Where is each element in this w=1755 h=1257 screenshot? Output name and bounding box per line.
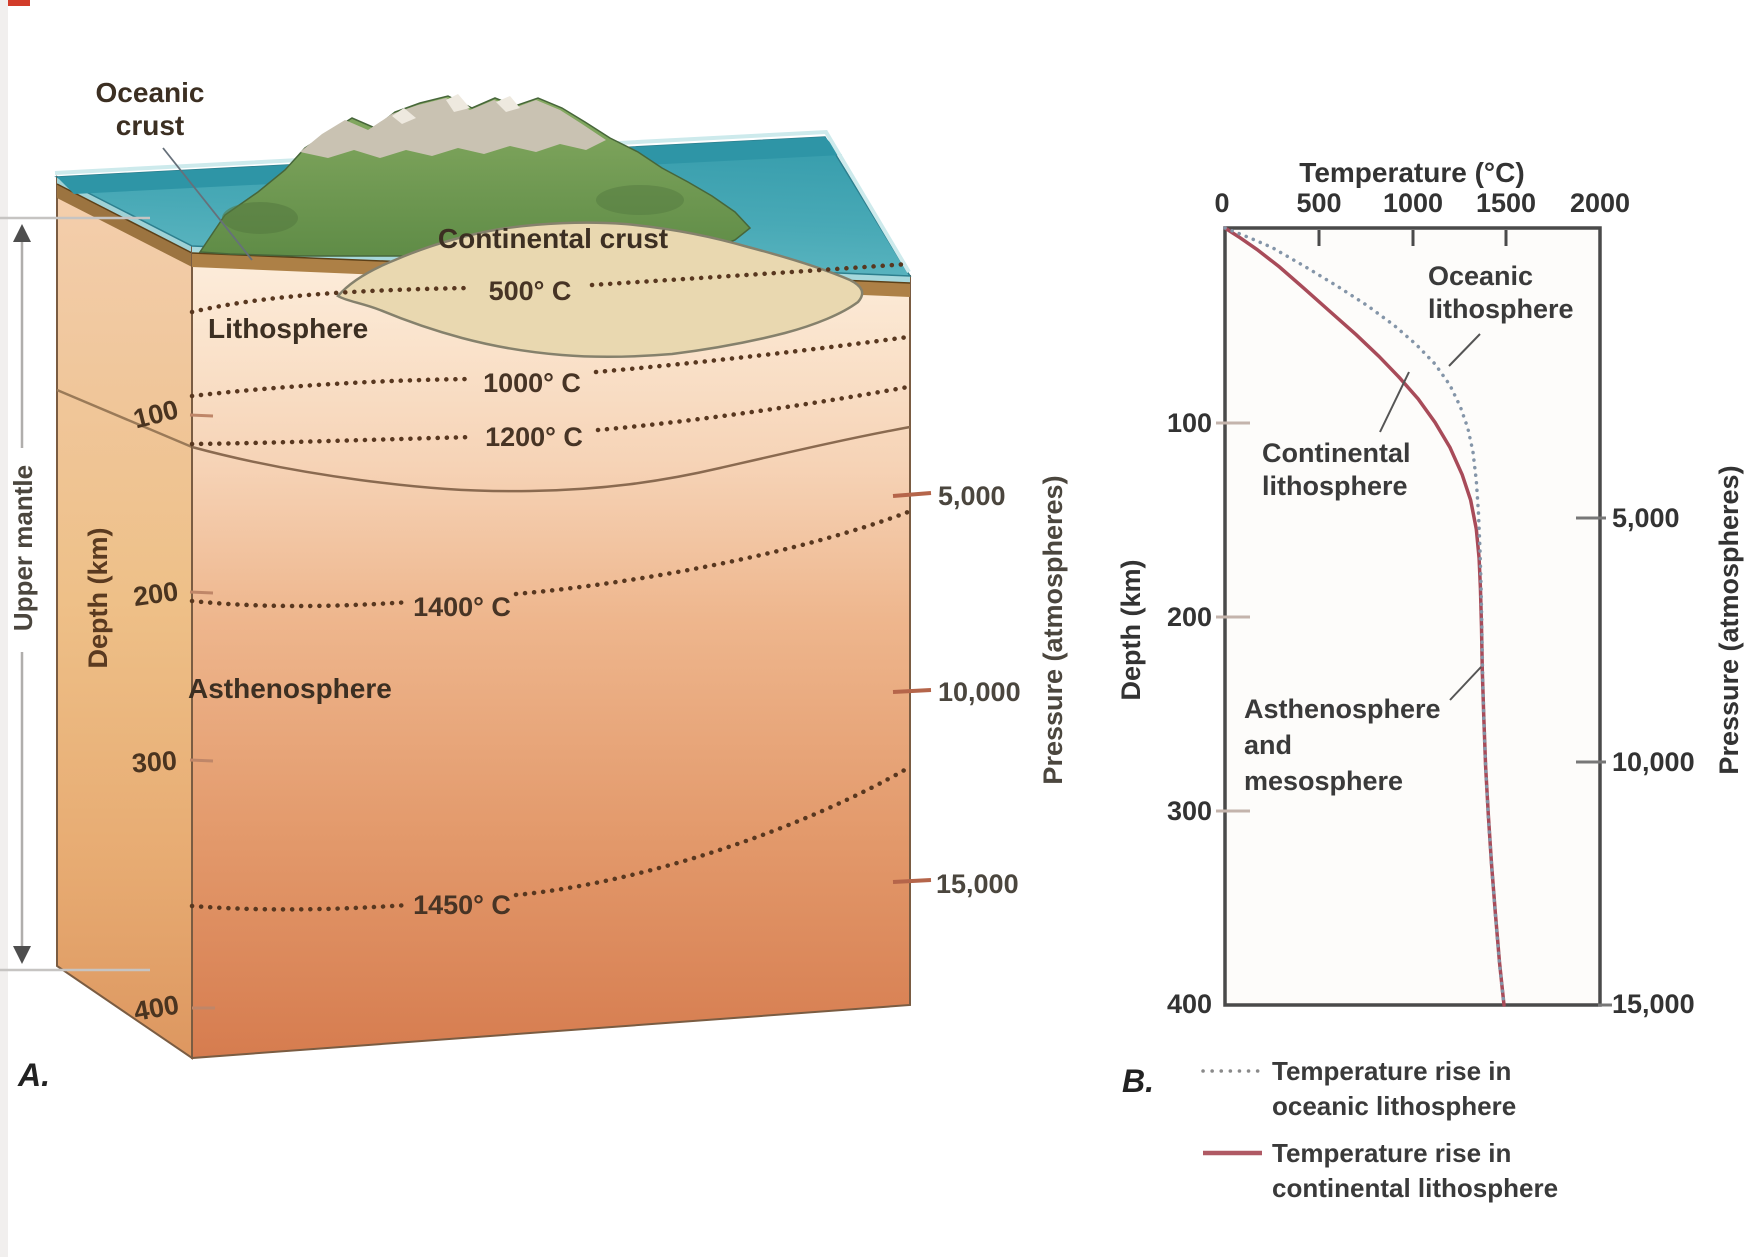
isotherm-lines <box>189 261 911 912</box>
pressure-tick-label-b-10000: 10,000 <box>1612 747 1695 777</box>
depth-tick-200 <box>189 590 214 595</box>
panel-b-chart: Temperature (°C) 0 500 1000 1500 2000 10… <box>1116 157 1744 1203</box>
oceanic-geotherm-curve <box>1223 226 1506 1007</box>
isotherm-1000-right <box>593 334 911 375</box>
oceanic-lithosphere-label-line2: lithosphere <box>1428 294 1574 324</box>
depth-tick-marks-b <box>1216 421 1250 813</box>
left-face-lithosphere-boundary <box>56 388 193 449</box>
legend-continental-line2: continental lithosphere <box>1272 1173 1558 1203</box>
legend-oceanic-line2: oceanic lithosphere <box>1272 1091 1516 1121</box>
pressure-tick-label-5000-a: 5,000 <box>938 481 1006 511</box>
oceanic-crust-label-line1: Oceanic <box>96 77 205 108</box>
chart-frame <box>1223 226 1602 1007</box>
isotherm-1000-left <box>189 376 473 399</box>
screenshot-artifact-red-mark <box>8 0 30 6</box>
continental-crust-label: Continental crust <box>438 223 668 254</box>
isotherm-1400-label: 1400° C <box>413 592 511 622</box>
temperature-axis-title: Temperature (°C) <box>1299 157 1524 188</box>
block-left-water-edge <box>57 177 192 253</box>
asthenosphere-mesosphere-label-line2: and <box>1244 730 1292 760</box>
continental-lithosphere-label-line2: lithosphere <box>1262 471 1408 501</box>
pressure-axis-label-a: Pressure (atmospheres) <box>1038 475 1068 784</box>
pressure-tick-label-10000-a: 10,000 <box>938 677 1021 707</box>
isotherm-1450-label: 1450° C <box>413 890 511 920</box>
x-tick-1000: 1000 <box>1383 188 1443 218</box>
pressure-axis-label-b: Pressure (atmospheres) <box>1714 465 1744 774</box>
upper-mantle-bracket: Upper mantle <box>0 216 150 972</box>
panel-a-letter: A. <box>17 1057 50 1093</box>
depth-tick-300 <box>189 758 214 763</box>
upper-mantle-label: Upper mantle <box>8 465 38 631</box>
forest-shade <box>222 202 298 234</box>
continental-geotherm-curve <box>1223 226 1506 1007</box>
isotherm-500-right <box>589 261 911 288</box>
block-left-face <box>56 175 193 1060</box>
island-rocky-crest <box>300 98 606 158</box>
depth-tick-label-b-200: 200 <box>1167 602 1212 632</box>
asthenosphere-mesosphere-label-line1: Asthenosphere <box>1244 694 1441 724</box>
pressure-tick-marks-b <box>1576 516 1612 1007</box>
snow-patch <box>446 94 470 112</box>
isotherm-1000-label: 1000° C <box>483 368 581 398</box>
arrow-down-icon <box>13 946 31 964</box>
pressure-tick-10000 <box>892 688 932 694</box>
lithosphere-label: Lithosphere <box>208 313 368 344</box>
block-left-crust-band <box>57 184 192 267</box>
depth-axis-label-a: Depth (km) <box>83 528 113 669</box>
depth-axis-label-b: Depth (km) <box>1116 560 1146 701</box>
pressure-tick-label-b-15000: 15,000 <box>1612 989 1695 1019</box>
isotherm-500-label: 500° C <box>489 276 572 306</box>
depth-tick-label-b-300: 300 <box>1167 796 1212 826</box>
asthenosphere-mesosphere-label-line3: mesosphere <box>1244 766 1403 796</box>
pressure-tick-15000 <box>892 878 932 884</box>
snow-patch <box>392 108 416 124</box>
lithosphere-asthenosphere-boundary <box>191 425 911 493</box>
oceanic-lithosphere-label-line1: Oceanic <box>1428 261 1533 291</box>
depth-tick-marks-a <box>189 413 215 1010</box>
continental-pointer-line <box>1379 371 1410 433</box>
isotherm-1200-left <box>189 434 477 447</box>
asthenosphere-pointer-line <box>1449 666 1482 701</box>
snow-patch <box>496 96 520 112</box>
continental-lithosphere-label-line1: Continental <box>1262 438 1411 468</box>
pressure-tick-label-15000-a: 15,000 <box>936 869 1019 899</box>
chart-legend: Temperature rise in oceanic lithosphere … <box>1201 1056 1558 1203</box>
panel-b-letter: B. <box>1122 1063 1154 1099</box>
legend-oceanic-line1: Temperature rise in <box>1272 1056 1511 1086</box>
pressure-tick-label-b-5000: 5,000 <box>1612 503 1680 533</box>
panel-a-block-diagram: 500° C 1000° C 1200° C 1400° C 1450° C L… <box>0 77 1068 1093</box>
arrow-up-icon <box>13 224 31 242</box>
oceanic-crust-label-line2: crust <box>116 110 184 141</box>
forest-shade <box>596 185 684 215</box>
depth-tick-label-200: 200 <box>131 576 180 612</box>
oceanic-pointer-line <box>1448 333 1481 367</box>
isotherm-500-left <box>189 285 471 315</box>
asthenosphere-label: Asthenosphere <box>188 673 392 704</box>
depth-tick-label-b-100: 100 <box>1167 408 1212 438</box>
depth-tick-label-300: 300 <box>131 745 178 778</box>
x-tick-marks <box>1317 230 1508 246</box>
oceanic-crust-pointer-line <box>162 147 253 261</box>
x-tick-0: 0 <box>1214 188 1229 218</box>
pressure-tick-5000 <box>892 491 932 498</box>
isotherm-1450-left <box>189 902 411 912</box>
pressure-tick-marks-a <box>892 491 932 884</box>
legend-continental-line1: Temperature rise in <box>1272 1138 1511 1168</box>
continental-crust-blob <box>336 221 864 359</box>
x-tick-500: 500 <box>1296 188 1341 218</box>
x-tick-1500: 1500 <box>1476 188 1536 218</box>
scan-edge-strip <box>0 0 8 1257</box>
depth-tick-100 <box>189 413 214 418</box>
isotherm-1200-label: 1200° C <box>485 422 583 452</box>
isotherm-1450-right <box>513 765 911 898</box>
depth-tick-label-b-400: 400 <box>1167 989 1212 1019</box>
isotherm-1400-right <box>513 509 911 597</box>
x-tick-2000: 2000 <box>1570 188 1630 218</box>
isotherm-1400-left <box>189 598 413 609</box>
